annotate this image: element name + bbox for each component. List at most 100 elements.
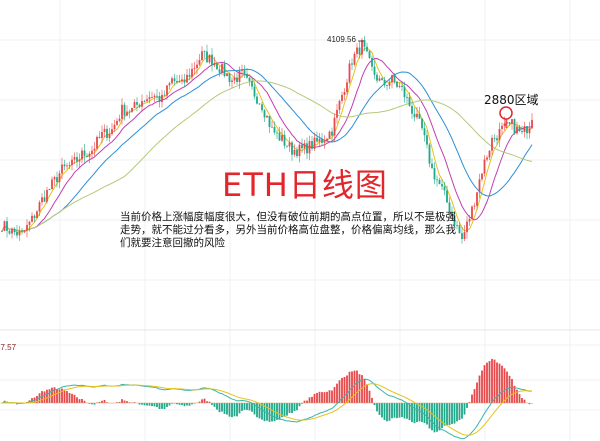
zone-label: 2880区域 — [484, 93, 539, 107]
macd-histogram-bar — [313, 393, 316, 403]
candle — [526, 126, 528, 134]
macd-histogram-bar — [363, 379, 366, 403]
candle — [18, 230, 21, 236]
macd-histogram-bar — [91, 403, 93, 405]
macd-histogram-bar — [293, 403, 296, 411]
moving-average-line-2 — [1, 58, 533, 232]
candle — [298, 144, 301, 157]
candle — [46, 189, 48, 202]
macd-histogram-bar — [208, 401, 211, 403]
macd-histogram-bar — [56, 389, 58, 403]
zone-circle — [499, 106, 513, 120]
macd-histogram-bar — [298, 403, 301, 407]
candle — [348, 63, 351, 83]
macd-histogram-bar — [326, 391, 328, 403]
candle — [458, 225, 461, 234]
candle — [128, 111, 131, 113]
candle — [61, 164, 63, 174]
macd-histogram-bar — [491, 358, 493, 403]
macd-histogram-bar — [498, 363, 501, 403]
macd-histogram-bar — [238, 403, 241, 414]
candle — [8, 230, 11, 234]
candle — [158, 95, 161, 103]
macd-histogram-bar — [383, 403, 386, 420]
candle — [121, 104, 123, 119]
macd-histogram-bar — [98, 401, 101, 403]
candle — [386, 84, 388, 86]
candle — [6, 221, 8, 231]
candle — [283, 135, 286, 146]
candle — [138, 104, 141, 107]
macd-histogram-bar — [281, 403, 283, 418]
macd-histogram-bar — [288, 403, 291, 413]
macd-histogram-bar — [266, 403, 268, 421]
macd-histogram-bar — [501, 365, 503, 403]
macd-histogram-bar — [508, 375, 511, 403]
candle — [248, 77, 251, 82]
macd-histogram-bar — [223, 403, 226, 414]
candle — [131, 107, 133, 112]
candle — [193, 68, 196, 69]
macd-histogram-bar — [148, 403, 151, 406]
macd-histogram-bar — [48, 389, 51, 403]
candle — [146, 99, 148, 102]
macd-histogram-bar — [303, 400, 306, 403]
macd-histogram-bar — [216, 403, 218, 410]
macd-histogram-bar — [331, 390, 333, 403]
macd-histogram-bar — [163, 403, 166, 410]
macd-histogram-bar — [426, 403, 428, 425]
macd-histogram-bar — [241, 403, 243, 411]
macd-histogram-bar — [146, 403, 148, 406]
macd-histogram-bar — [483, 365, 486, 403]
candle — [528, 128, 531, 134]
macd-histogram-bar — [141, 403, 143, 405]
candle — [38, 202, 41, 212]
candle — [166, 85, 168, 96]
candle — [26, 224, 28, 231]
macd-histogram-bar — [58, 389, 61, 403]
candle — [266, 115, 268, 118]
candle — [303, 143, 306, 149]
candle — [228, 73, 231, 82]
candle — [163, 94, 166, 96]
candle — [358, 47, 361, 55]
candle — [428, 144, 431, 164]
macd-histogram-bar — [341, 377, 343, 403]
candle — [88, 153, 91, 157]
macd-histogram-bar — [236, 403, 238, 417]
candle — [363, 40, 366, 47]
macd-histogram-bar — [71, 393, 73, 403]
candle — [403, 87, 406, 98]
candle — [513, 119, 516, 134]
macd-histogram-bar — [43, 391, 46, 403]
candle — [321, 138, 323, 143]
macd-histogram-bar — [321, 392, 323, 403]
macd-histogram-bar — [123, 400, 126, 403]
candle — [488, 150, 491, 158]
candle — [373, 66, 376, 75]
macd-histogram-bar — [353, 370, 356, 403]
candle — [366, 46, 368, 52]
candle — [516, 126, 518, 134]
macd-histogram-bar — [433, 403, 436, 433]
macd-histogram-bar — [468, 401, 471, 403]
macd-histogram-bar — [448, 403, 451, 426]
macd-histogram-bar — [126, 401, 128, 403]
macd-histogram-bar — [396, 403, 398, 419]
macd-histogram-bar — [308, 397, 311, 403]
macd-histogram-bar — [408, 403, 411, 421]
candle — [518, 126, 521, 132]
candle — [333, 117, 336, 136]
candle — [241, 70, 243, 71]
candle — [208, 54, 211, 63]
macd-histogram-bar — [218, 403, 221, 413]
macd-histogram-bar — [381, 403, 383, 418]
macd-histogram-bar — [441, 403, 443, 429]
macd-histogram-bar — [193, 403, 196, 404]
candle — [463, 232, 466, 239]
candle — [1, 231, 3, 232]
macd-histogram-bar — [506, 371, 508, 403]
candle — [261, 104, 263, 111]
candle — [471, 206, 473, 220]
candle — [106, 128, 108, 138]
